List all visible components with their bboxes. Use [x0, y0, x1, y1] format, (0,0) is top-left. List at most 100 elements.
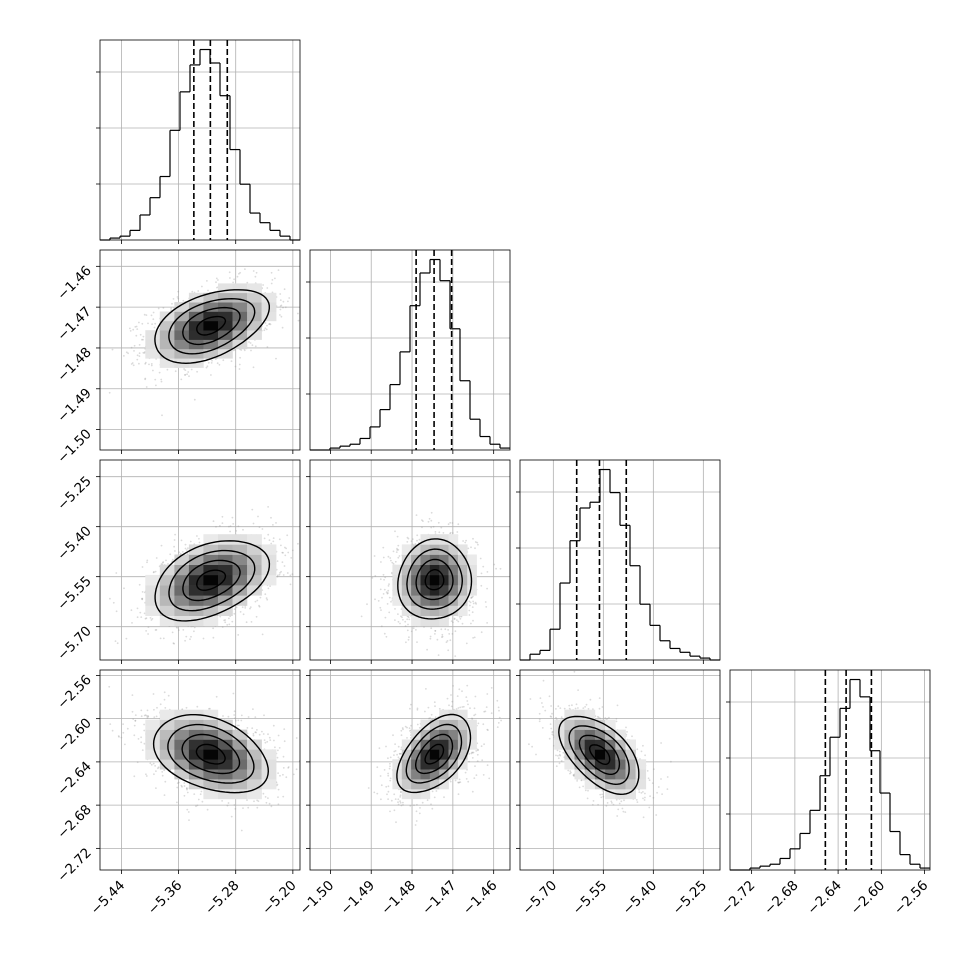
sample-point	[177, 290, 180, 293]
sample-point	[147, 633, 150, 635]
sample-point	[281, 326, 284, 329]
sample-point	[136, 607, 139, 610]
sample-point	[457, 523, 460, 526]
density-cell	[203, 330, 219, 340]
sample-point	[389, 557, 392, 559]
sample-point	[177, 297, 180, 300]
sample-point	[242, 613, 245, 616]
sample-point	[289, 583, 292, 586]
sample-point	[386, 603, 389, 605]
sample-point	[170, 307, 173, 310]
sample-point	[437, 521, 440, 524]
sample-point	[276, 560, 279, 562]
sample-point	[269, 585, 271, 587]
sample-point	[469, 604, 471, 607]
sample-point	[287, 300, 289, 303]
sample-point	[285, 547, 287, 550]
sample-point	[150, 619, 153, 621]
sample-point	[407, 623, 409, 626]
sample-point	[394, 608, 396, 610]
sample-point	[148, 363, 150, 366]
sample-point	[468, 600, 471, 603]
scatter-panel-2-1	[306, 459, 511, 664]
sample-point	[279, 305, 282, 307]
sample-point	[383, 578, 385, 581]
sample-point	[109, 597, 111, 600]
sample-point	[215, 281, 217, 284]
sample-point	[495, 567, 497, 570]
sample-point	[142, 338, 144, 341]
sample-point	[394, 619, 396, 621]
sample-point	[174, 550, 176, 552]
sample-point	[279, 299, 282, 301]
sample-point	[258, 605, 261, 608]
y-tick-label: −5.25	[54, 473, 95, 514]
density-cell	[159, 339, 175, 350]
sample-point	[373, 555, 376, 557]
sample-point	[176, 296, 179, 298]
sample-point	[262, 284, 264, 286]
sample-point	[216, 362, 219, 365]
sample-point	[441, 635, 444, 638]
sample-point	[382, 593, 385, 595]
contour-line	[182, 306, 241, 346]
sample-point	[430, 526, 433, 529]
sample-point	[193, 630, 195, 633]
sample-point	[207, 289, 209, 292]
sample-point	[456, 531, 459, 533]
sample-point	[311, 288, 313, 290]
sample-point	[410, 540, 413, 543]
histogram-panel-3: −2.72 −2.68 −2.64 −2.60 −2.56	[718, 669, 931, 918]
sample-point	[144, 362, 147, 365]
sample-point	[154, 629, 157, 631]
sample-point	[385, 591, 388, 594]
density-cell	[232, 330, 248, 340]
sample-point	[251, 508, 254, 511]
sample-point	[185, 635, 188, 638]
sample-point	[261, 633, 264, 636]
sample-point	[154, 570, 157, 573]
sample-point	[447, 523, 450, 526]
sample-point	[371, 577, 374, 579]
sample-point	[283, 288, 286, 291]
sample-point	[479, 557, 482, 560]
sample-point	[408, 618, 411, 621]
sample-point	[278, 573, 281, 576]
sample-point	[291, 573, 294, 576]
sample-point	[142, 351, 145, 354]
sample-point	[231, 516, 234, 519]
sample-point	[418, 538, 421, 541]
sample-point	[474, 547, 476, 550]
sample-point	[183, 368, 186, 370]
sample-point	[157, 307, 160, 310]
sample-point	[262, 248, 264, 250]
sample-point	[440, 526, 443, 529]
scatter-panel-2-0: −5.70−5.55−5.40−5.25	[54, 459, 301, 664]
sample-point	[301, 302, 303, 304]
sample-point	[446, 640, 449, 642]
sample-point	[237, 634, 240, 636]
sample-point	[404, 620, 407, 623]
sample-point	[189, 540, 192, 543]
sample-point	[212, 636, 215, 639]
sample-point	[179, 552, 182, 555]
sample-point	[449, 521, 452, 524]
sample-point	[166, 368, 169, 371]
sample-point	[416, 534, 419, 537]
sample-point	[139, 611, 142, 614]
sample-point	[449, 532, 451, 535]
sample-point	[141, 566, 144, 568]
sample-point	[255, 615, 258, 618]
sample-point	[279, 308, 282, 311]
sample-point	[206, 280, 208, 282]
sample-point	[421, 526, 423, 529]
sample-point	[266, 598, 269, 601]
y-tick-label: −5.40	[54, 523, 95, 564]
sample-point	[451, 633, 454, 635]
sample-point	[144, 617, 147, 620]
sample-point	[404, 625, 407, 627]
contour-line	[196, 315, 227, 336]
sample-point	[276, 574, 279, 577]
sample-point	[146, 561, 148, 564]
sample-point	[430, 519, 433, 522]
